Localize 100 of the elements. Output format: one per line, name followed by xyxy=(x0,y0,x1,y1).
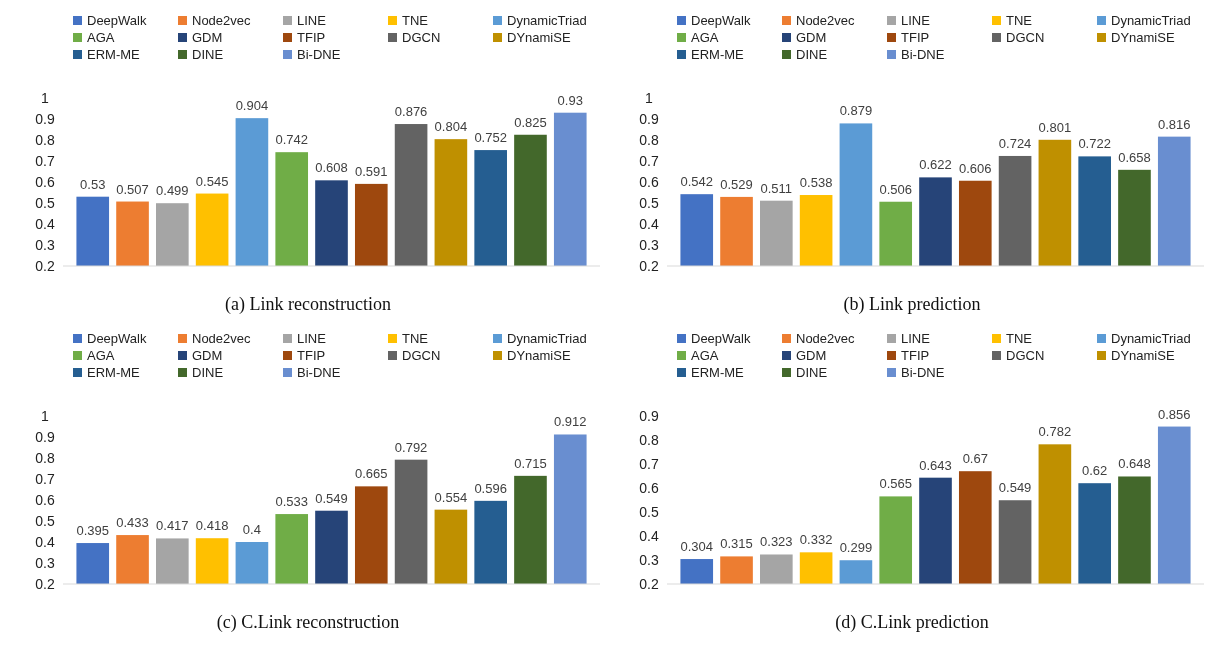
legend-label: AGA xyxy=(87,30,115,45)
data-label: 0.533 xyxy=(275,494,308,510)
legend-label: AGA xyxy=(691,348,719,363)
legend-label: TNE xyxy=(402,331,429,346)
y-tick-label: 0.6 xyxy=(639,479,659,496)
y-tick-label: 0.6 xyxy=(35,491,55,508)
legend-label: ERM-ME xyxy=(691,365,745,380)
legend-label: AGA xyxy=(87,348,115,363)
data-label: 0.538 xyxy=(799,175,833,191)
data-label: 0.658 xyxy=(1118,149,1151,165)
data-label: 0.62 xyxy=(1082,463,1108,479)
data-label: 0.332 xyxy=(799,532,833,548)
y-tick-label: 0.4 xyxy=(639,215,659,232)
legend-label: Bi-DNE xyxy=(901,47,945,62)
legend-label: DeepWalk xyxy=(87,13,147,28)
data-label: 0.722 xyxy=(1078,136,1111,152)
legend-label: ERM-ME xyxy=(87,47,141,62)
legend-label: LINE xyxy=(901,331,931,346)
legend-label: DGCN xyxy=(1006,30,1045,45)
y-tick-label: 0.7 xyxy=(35,470,55,487)
y-tick-label: 0.8 xyxy=(35,449,55,466)
legend-label: DINE xyxy=(192,47,224,62)
y-tick-label: 0.2 xyxy=(35,575,55,592)
data-label: 0.67 xyxy=(962,451,988,467)
y-tick-label: 0.5 xyxy=(639,194,659,211)
data-label: 0.622 xyxy=(919,157,952,173)
text: (a) Link reconstruction xyxy=(225,294,391,315)
legend-label: AGA xyxy=(691,30,719,45)
data-label: 0.499 xyxy=(156,183,189,199)
legend-label: TNE xyxy=(1006,13,1033,28)
data-label: 0.782 xyxy=(1038,424,1072,440)
y-tick-label: 0.2 xyxy=(639,575,659,592)
text: (b) Link prediction xyxy=(843,294,981,315)
data-label: 0.606 xyxy=(959,160,992,176)
y-tick-label: 0.4 xyxy=(35,215,55,232)
y-tick-label: 0.9 xyxy=(639,110,659,127)
y-tick-label: 0.7 xyxy=(639,455,659,472)
y-tick-label: 0.8 xyxy=(639,431,659,448)
data-label: 0.876 xyxy=(394,104,428,120)
y-tick-label: 0.6 xyxy=(35,173,55,190)
data-label: 0.904 xyxy=(235,98,269,114)
data-label: 0.752 xyxy=(474,130,507,146)
y-tick-label: 0.5 xyxy=(35,512,55,529)
legend-label: DGCN xyxy=(402,348,441,363)
legend-label: TNE xyxy=(402,13,429,28)
legend-label: GDM xyxy=(796,30,827,45)
data-label: 0.529 xyxy=(720,176,753,192)
legend-label: DYnamiSE xyxy=(1111,30,1175,45)
legend-label: DGCN xyxy=(1006,348,1045,363)
data-label: 0.643 xyxy=(919,457,952,473)
data-label: 0.856 xyxy=(1157,406,1191,422)
data-label: 0.825 xyxy=(514,114,547,130)
legend-label: DINE xyxy=(796,365,828,380)
legend-label: Node2vec xyxy=(192,13,252,28)
data-label: 0.511 xyxy=(760,180,793,196)
legend-label: GDM xyxy=(796,348,827,363)
legend-label: ERM-ME xyxy=(87,365,141,380)
data-label: 0.545 xyxy=(195,173,229,189)
data-label: 0.879 xyxy=(839,103,873,119)
legend-label: Bi-DNE xyxy=(297,47,341,62)
y-tick-label: 0.9 xyxy=(639,407,659,424)
y-tick-label: 0.5 xyxy=(639,503,659,520)
data-label: 0.801 xyxy=(1038,119,1072,135)
data-label: 0.715 xyxy=(514,455,547,471)
data-label: 0.724 xyxy=(998,135,1032,151)
y-tick-label: 0.8 xyxy=(35,131,55,148)
legend-label: ERM-ME xyxy=(691,47,745,62)
y-tick-label: 0.7 xyxy=(35,152,55,169)
data-label: 0.742 xyxy=(275,132,308,148)
legend-label: DYnamiSE xyxy=(1111,348,1175,363)
data-label: 0.93 xyxy=(557,92,583,108)
y-tick-label: 0.4 xyxy=(639,527,659,544)
data-label: 0.549 xyxy=(315,490,348,506)
data-label: 0.53 xyxy=(80,176,106,192)
legend-label: DynamicTriad xyxy=(1111,331,1191,346)
y-tick-label: 1 xyxy=(41,89,50,106)
legend-label: DINE xyxy=(192,365,224,380)
text: (c) C.Link reconstruction xyxy=(216,612,400,633)
data-label: 0.395 xyxy=(76,523,110,539)
legend-label: DynamicTriad xyxy=(507,13,587,28)
y-tick-label: 0.7 xyxy=(639,152,659,169)
data-label: 0.596 xyxy=(474,480,507,496)
y-tick-label: 0.3 xyxy=(639,236,659,253)
legend-label: Node2vec xyxy=(192,331,252,346)
data-label: 0.4 xyxy=(242,522,261,537)
legend-label: Node2vec xyxy=(796,13,856,28)
y-tick-label: 0.8 xyxy=(639,131,659,148)
data-label: 0.912 xyxy=(553,414,587,430)
legend-label: GDM xyxy=(192,348,223,363)
data-label: 0.565 xyxy=(879,476,912,492)
legend-label: DINE xyxy=(796,47,828,62)
legend-label: TFIP xyxy=(901,348,930,363)
legend-label: Node2vec xyxy=(796,331,856,346)
y-tick-label: 0.6 xyxy=(639,173,659,190)
data-label: 0.804 xyxy=(434,119,468,135)
legend-label: Bi-DNE xyxy=(901,365,945,380)
data-label: 0.554 xyxy=(434,489,468,505)
legend-label: TNE xyxy=(1006,331,1033,346)
data-label: 0.506 xyxy=(879,181,912,197)
data-label: 0.323 xyxy=(760,534,793,550)
